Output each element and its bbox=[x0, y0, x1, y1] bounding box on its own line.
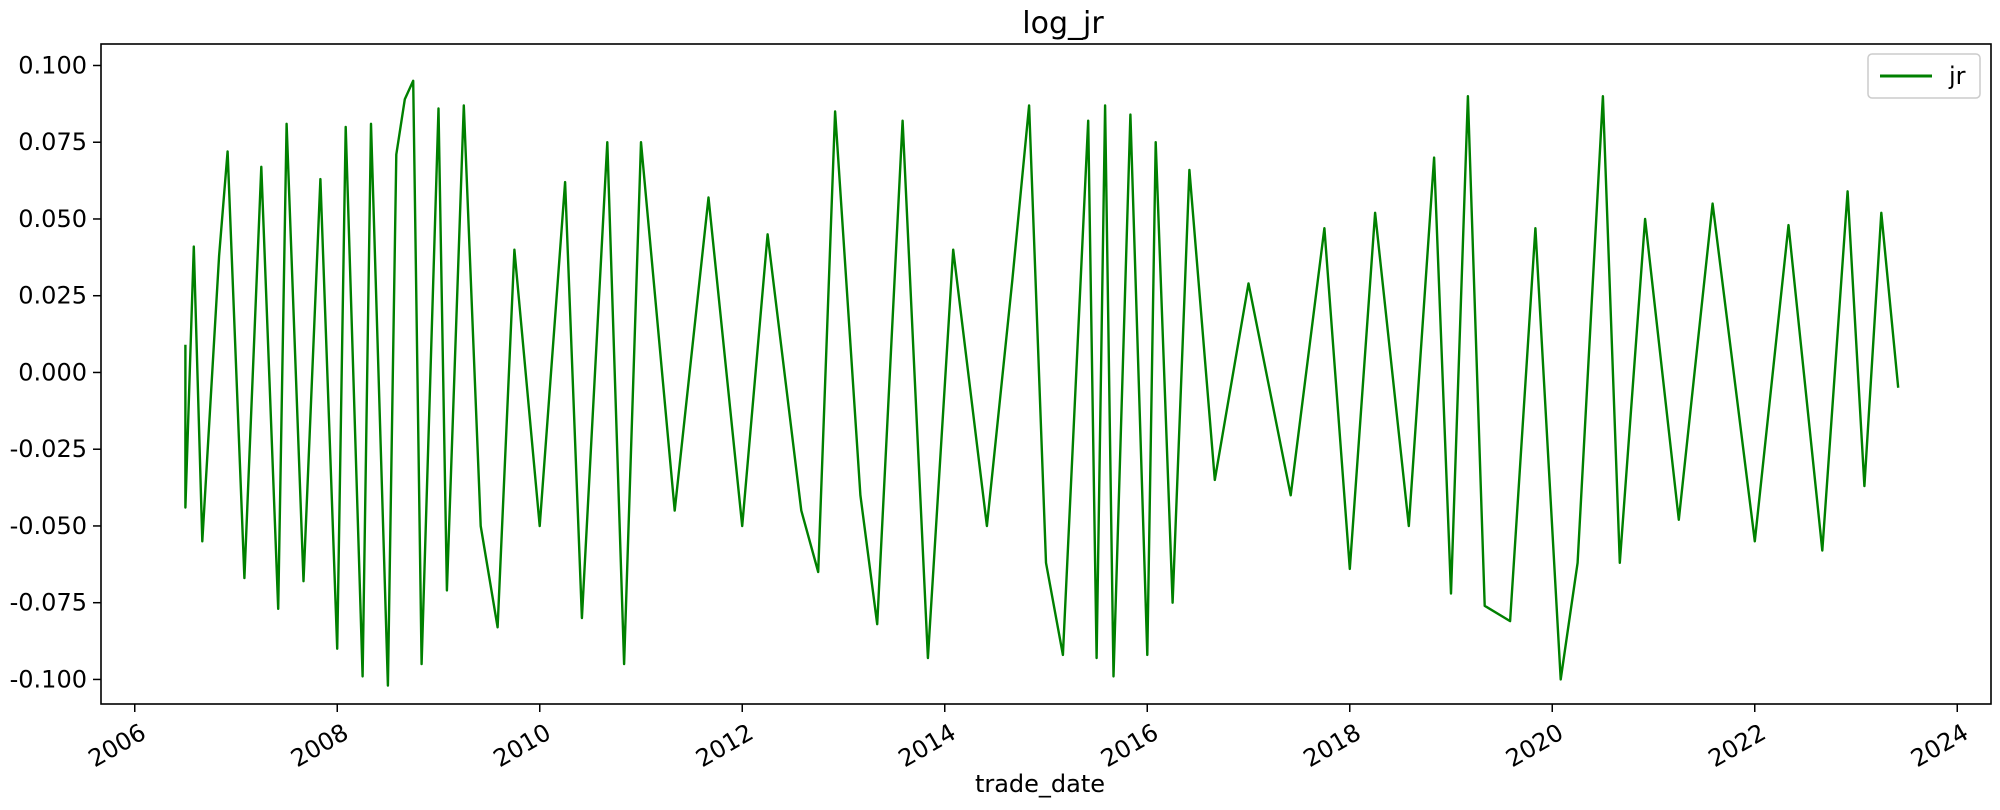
x-tick-label: 2008 bbox=[286, 718, 353, 773]
x-tick-label: 2018 bbox=[1299, 718, 1366, 773]
y-tick-label: -0.075 bbox=[10, 589, 87, 617]
legend: jr bbox=[1867, 53, 1981, 99]
y-tick-label: 0.025 bbox=[18, 282, 87, 310]
x-tick-label: 2020 bbox=[1501, 718, 1568, 773]
y-tick-label: 0.075 bbox=[18, 128, 87, 156]
x-tick-label: 2016 bbox=[1096, 718, 1163, 773]
y-tick-label: -0.025 bbox=[10, 435, 87, 463]
x-tick-label: 2022 bbox=[1704, 718, 1771, 773]
x-tick-label: 2014 bbox=[894, 718, 961, 773]
y-axis: -0.100 -0.075 -0.050 -0.025 0.000 0.025 0.050 0… bbox=[10, 51, 101, 693]
y-tick-label: 0.050 bbox=[18, 205, 87, 233]
series-layer bbox=[184, 79, 1900, 687]
x-axis: 2006 2008 2010 2012 2014 2016 2018 2020 2022 2024 bbox=[84, 704, 1973, 773]
series-line-jr bbox=[184, 79, 1900, 687]
plot-area bbox=[100, 43, 1992, 705]
x-axis-label: trade_date bbox=[975, 770, 1105, 798]
x-tick-label: 2012 bbox=[691, 718, 758, 773]
y-tick-label: -0.100 bbox=[10, 665, 87, 693]
y-tick-label: -0.050 bbox=[10, 512, 87, 540]
x-tick-label: 2024 bbox=[1906, 718, 1973, 773]
legend-label-jr: jr bbox=[1948, 62, 1966, 90]
y-tick-label: 0.000 bbox=[18, 358, 87, 386]
y-tick-label: 0.100 bbox=[18, 51, 87, 79]
chart-title: log_jr bbox=[1022, 6, 1104, 41]
x-tick-label: 2006 bbox=[84, 718, 151, 773]
x-tick-label: 2010 bbox=[489, 718, 556, 773]
